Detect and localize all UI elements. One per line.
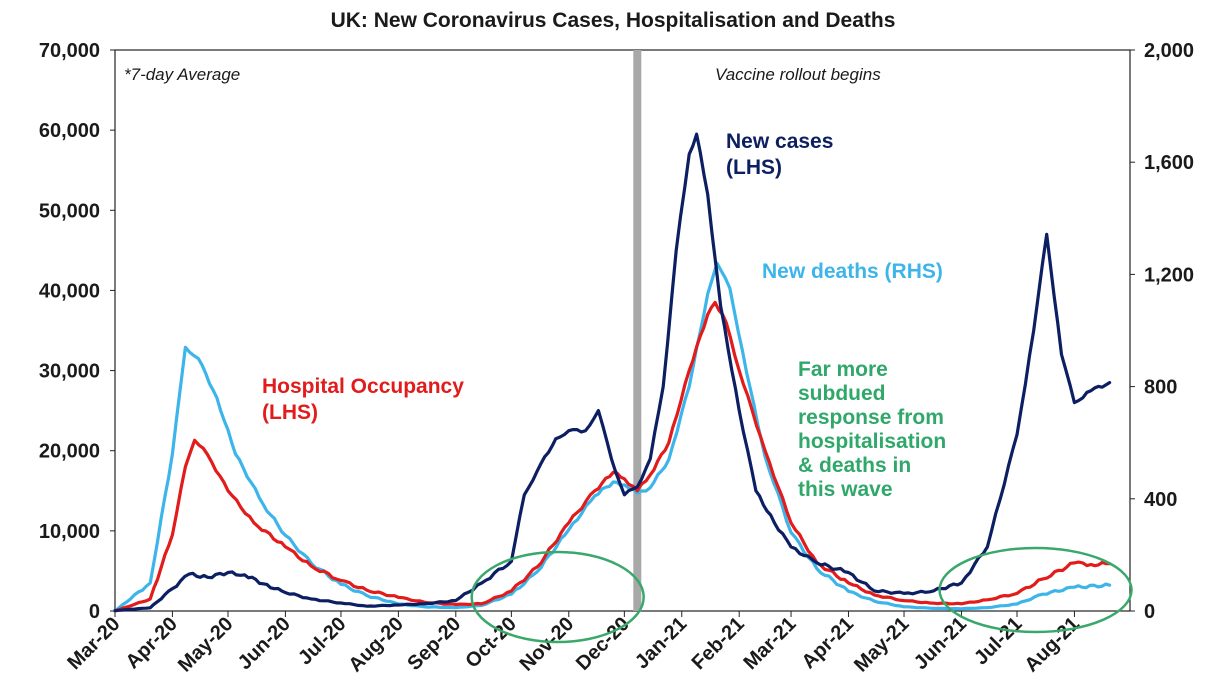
x-tick-label: Nov-20 [516, 613, 579, 676]
y-left-tick-label: 10,000 [39, 521, 100, 543]
y-left-tick-label: 50,000 [39, 200, 100, 222]
highlight-ring-summer-2021 [938, 546, 1133, 634]
note-7-day-average: *7-day Average [124, 65, 240, 84]
y-left-tick-label: 0 [89, 601, 100, 623]
annotation-hospital-occupancy-line: Hospital Occupancy [262, 375, 464, 398]
x-tick-label: Oct-20 [461, 613, 521, 673]
y-right-tick-label: 0 [1144, 601, 1155, 623]
y-right-tick-label: 400 [1144, 489, 1177, 511]
annotation-subdued-response-line: & deaths in [798, 454, 911, 477]
x-tick-label: Jan-21 [631, 613, 691, 673]
annotation-new-cases: New cases (LHS) [726, 130, 833, 179]
x-tick-label: Jun-20 [234, 613, 295, 674]
annotation-new-cases-line: (LHS) [726, 156, 782, 179]
annotation-subdued-response-line: response from [798, 406, 944, 429]
event-label: Vaccine rollout begins [715, 65, 881, 84]
annotation-subdued-response-line: hospitalisation [798, 430, 946, 453]
x-tick-label: Dec-20 [572, 613, 634, 675]
annotation-subdued-response-line: this wave [798, 478, 893, 501]
y-left-tick-label: 30,000 [39, 361, 100, 383]
x-tick-label: Aug-20 [344, 613, 407, 676]
annotation-new-deaths-line: New deaths (RHS) [762, 260, 943, 283]
y-left-tick-label: 20,000 [39, 441, 100, 463]
annotation-subdued-response-line: subdued [798, 382, 886, 405]
x-tick-label: May-20 [174, 613, 238, 677]
y-right-tick-label: 2,000 [1144, 40, 1194, 62]
y-left-tick-label: 70,000 [39, 40, 100, 62]
annotation-hospital-occupancy: Hospital Occupancy (LHS) [262, 375, 464, 424]
x-tick-label: Jul-20 [294, 613, 350, 669]
highlight-ring-autumn-2020 [470, 550, 645, 644]
x-tick-label: Jun-21 [910, 613, 971, 674]
y-right-tick-label: 1,200 [1144, 264, 1194, 286]
x-tick-label: Apr-21 [798, 613, 858, 673]
x-tick-label: Apr-20 [122, 613, 182, 673]
y-left-tick-label: 40,000 [39, 280, 100, 302]
series-line-deaths [113, 261, 1112, 613]
x-tick-label: Jul-21 [970, 613, 1026, 669]
annotation-subdued-response: Far more subdued response from hospitalisat… [798, 358, 946, 501]
y-left-tick-label: 60,000 [39, 120, 100, 142]
annotation-hospital-occupancy-line: (LHS) [262, 401, 318, 424]
x-tick-label: Aug-21 [1020, 613, 1083, 676]
series-line-cases [113, 132, 1112, 613]
x-tick-label: May-21 [850, 613, 914, 677]
plot-frame [114, 49, 1131, 612]
x-tick-label: Feb-21 [688, 613, 749, 674]
y-right-tick-label: 800 [1144, 377, 1177, 399]
annotation-new-cases-line: New cases [726, 130, 833, 153]
x-tick-label: Mar-21 [739, 613, 800, 674]
annotation-subdued-response-line: Far more [798, 358, 888, 381]
y-right-tick-label: 1,600 [1144, 152, 1194, 174]
annotation-new-deaths: New deaths (RHS) [762, 260, 943, 283]
chart-title: UK: New Coronavirus Cases, Hospitalisati… [331, 9, 896, 32]
x-tick-label: Sep-20 [403, 613, 465, 675]
